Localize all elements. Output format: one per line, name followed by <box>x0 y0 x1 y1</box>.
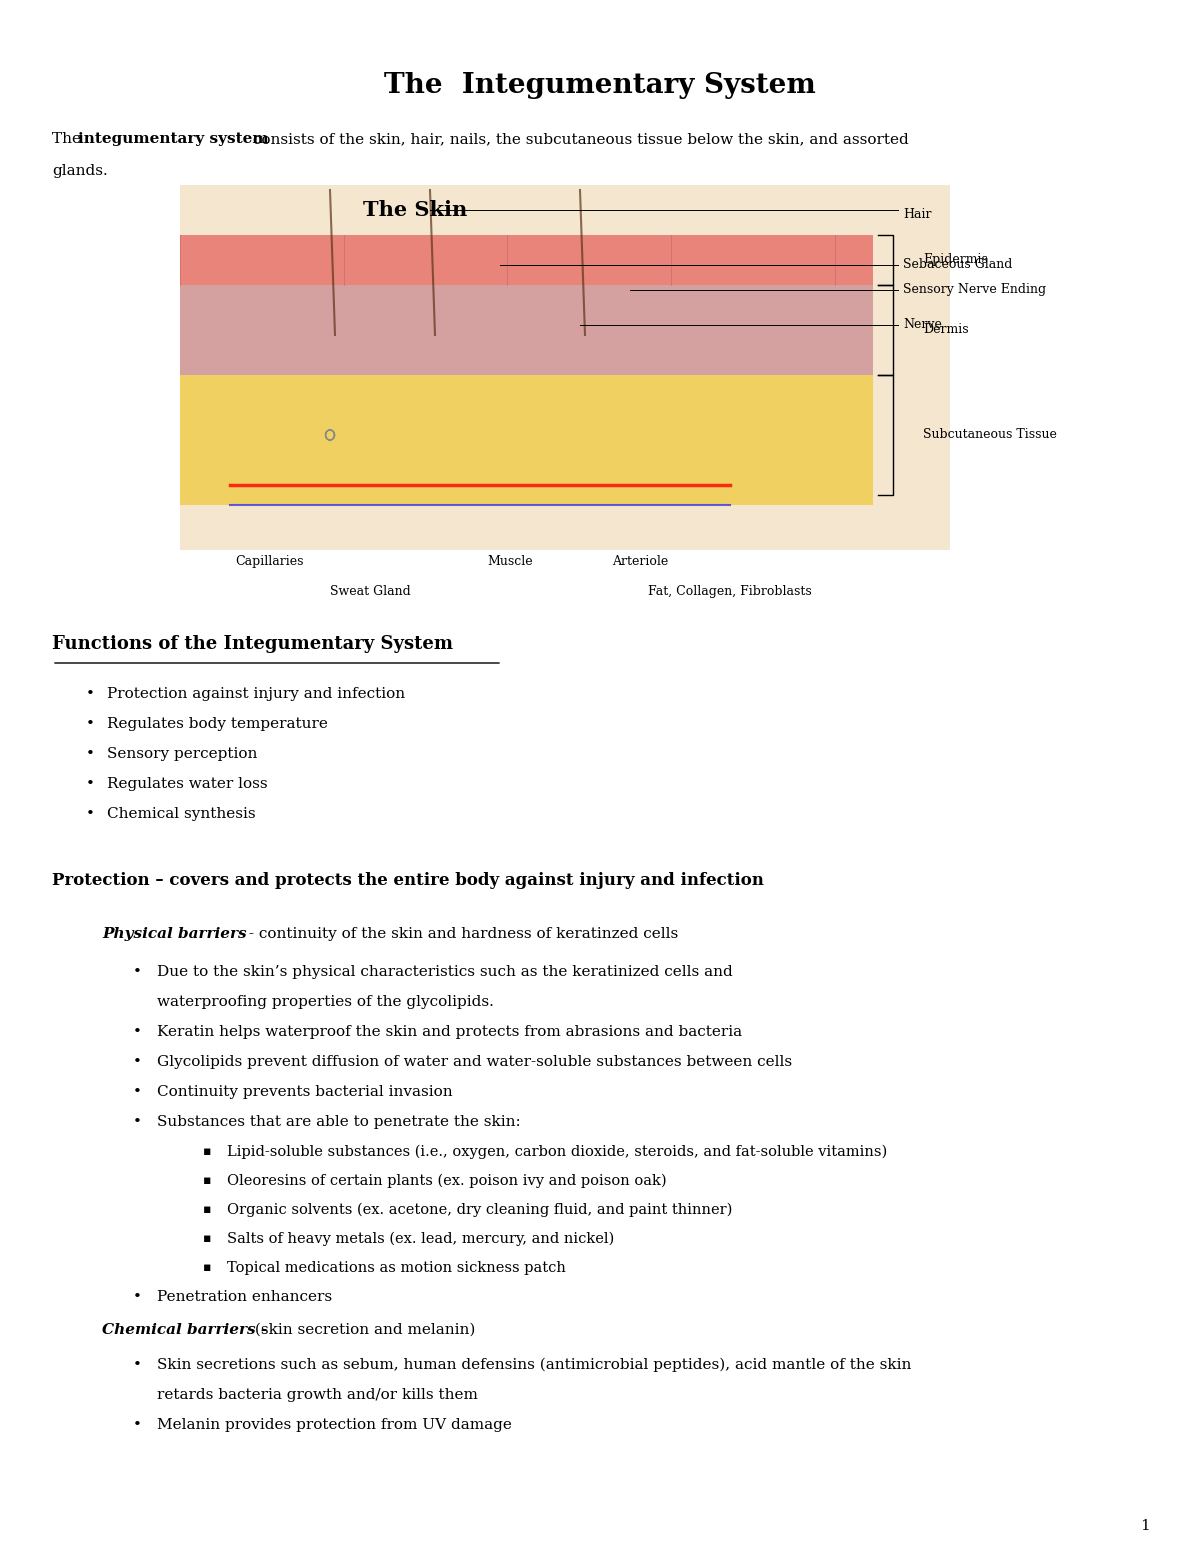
Bar <box>180 185 950 550</box>
Text: Lipid-soluble substances (i.e., oxygen, carbon dioxide, steroids, and fat-solubl: Lipid-soluble substances (i.e., oxygen, … <box>227 1145 887 1160</box>
Text: •: • <box>85 776 95 790</box>
Text: Sweat Gland: Sweat Gland <box>330 585 410 598</box>
Text: Regulates body temperature: Regulates body temperature <box>107 717 328 731</box>
Text: •: • <box>132 1115 142 1129</box>
Text: •: • <box>85 686 95 700</box>
Text: •: • <box>132 1291 142 1305</box>
Text: Capillaries: Capillaries <box>235 554 305 568</box>
Text: •: • <box>132 1418 142 1432</box>
Text: Sensory Nerve Ending: Sensory Nerve Ending <box>904 284 1046 297</box>
Text: Chemical barriers -: Chemical barriers - <box>102 1323 268 1337</box>
Text: glands.: glands. <box>52 165 108 179</box>
Text: •: • <box>132 1086 142 1100</box>
Text: ▪: ▪ <box>203 1145 211 1159</box>
Text: ▪: ▪ <box>203 1232 211 1246</box>
Bar <box>180 374 874 505</box>
Text: Sensory perception: Sensory perception <box>107 747 257 761</box>
Text: Melanin provides protection from UV damage: Melanin provides protection from UV dama… <box>157 1418 512 1432</box>
Text: •: • <box>132 1054 142 1068</box>
Text: •: • <box>85 747 95 761</box>
Text: - continuity of the skin and hardness of keratinzed cells: - continuity of the skin and hardness of… <box>244 927 678 941</box>
Text: ▪: ▪ <box>203 1204 211 1216</box>
Text: Fat, Collagen, Fibroblasts: Fat, Collagen, Fibroblasts <box>648 585 812 598</box>
Text: Oleoresins of certain plants (ex. poison ivy and poison oak): Oleoresins of certain plants (ex. poison… <box>227 1174 667 1188</box>
Text: Dermis: Dermis <box>923 323 968 337</box>
Text: •: • <box>132 964 142 978</box>
Text: 1: 1 <box>1140 1519 1150 1533</box>
Text: waterproofing properties of the glycolipids.: waterproofing properties of the glycolip… <box>157 995 494 1009</box>
Text: •: • <box>132 1025 142 1039</box>
Text: The: The <box>52 132 86 146</box>
Text: retards bacteria growth and/or kills them: retards bacteria growth and/or kills the… <box>157 1388 478 1402</box>
Text: integumentary system: integumentary system <box>78 132 269 146</box>
Text: Keratin helps waterproof the skin and protects from abrasions and bacteria: Keratin helps waterproof the skin and pr… <box>157 1025 742 1039</box>
Text: (skin secretion and melanin): (skin secretion and melanin) <box>250 1323 475 1337</box>
Text: Functions of the Integumentary System: Functions of the Integumentary System <box>52 635 454 652</box>
Text: Regulates water loss: Regulates water loss <box>107 776 268 790</box>
Text: Chemical synthesis: Chemical synthesis <box>107 808 256 822</box>
Text: Protection – covers and protects the entire body against injury and infection: Protection – covers and protects the ent… <box>52 871 764 888</box>
Text: Nerve: Nerve <box>904 318 942 331</box>
Text: •: • <box>85 717 95 731</box>
Text: consists of the skin, hair, nails, the subcutaneous tissue below the skin, and a: consists of the skin, hair, nails, the s… <box>248 132 908 146</box>
Text: Glycolipids prevent diffusion of water and water-soluble substances between cell: Glycolipids prevent diffusion of water a… <box>157 1054 792 1068</box>
Text: Physical barriers: Physical barriers <box>102 927 247 941</box>
Text: Epidermis: Epidermis <box>923 253 988 267</box>
Text: Continuity prevents bacterial invasion: Continuity prevents bacterial invasion <box>157 1086 452 1100</box>
Text: Subcutaneous Tissue: Subcutaneous Tissue <box>923 429 1057 441</box>
Text: ▪: ▪ <box>203 1174 211 1186</box>
Text: Organic solvents (ex. acetone, dry cleaning fluid, and paint thinner): Organic solvents (ex. acetone, dry clean… <box>227 1204 732 1218</box>
Bar <box>180 235 874 286</box>
Text: Due to the skin’s physical characteristics such as the keratinized cells and: Due to the skin’s physical characteristi… <box>157 964 733 978</box>
Text: Salts of heavy metals (ex. lead, mercury, and nickel): Salts of heavy metals (ex. lead, mercury… <box>227 1232 614 1247</box>
Text: Skin secretions such as sebum, human defensins (antimicrobial peptides), acid ma: Skin secretions such as sebum, human def… <box>157 1357 911 1373</box>
Text: The Skin: The Skin <box>362 200 467 221</box>
Bar <box>180 286 874 374</box>
Text: Arteriole: Arteriole <box>612 554 668 568</box>
Text: The  Integumentary System: The Integumentary System <box>384 71 816 99</box>
Text: Hair: Hair <box>904 208 931 222</box>
Text: Penetration enhancers: Penetration enhancers <box>157 1291 332 1305</box>
Text: Topical medications as motion sickness patch: Topical medications as motion sickness p… <box>227 1261 566 1275</box>
Text: Sebaceous Gland: Sebaceous Gland <box>904 258 1013 272</box>
Text: Protection against injury and infection: Protection against injury and infection <box>107 686 406 700</box>
Text: ▪: ▪ <box>203 1261 211 1273</box>
Text: •: • <box>85 808 95 822</box>
Text: •: • <box>132 1357 142 1371</box>
Text: Substances that are able to penetrate the skin:: Substances that are able to penetrate th… <box>157 1115 521 1129</box>
Text: Muscle: Muscle <box>487 554 533 568</box>
